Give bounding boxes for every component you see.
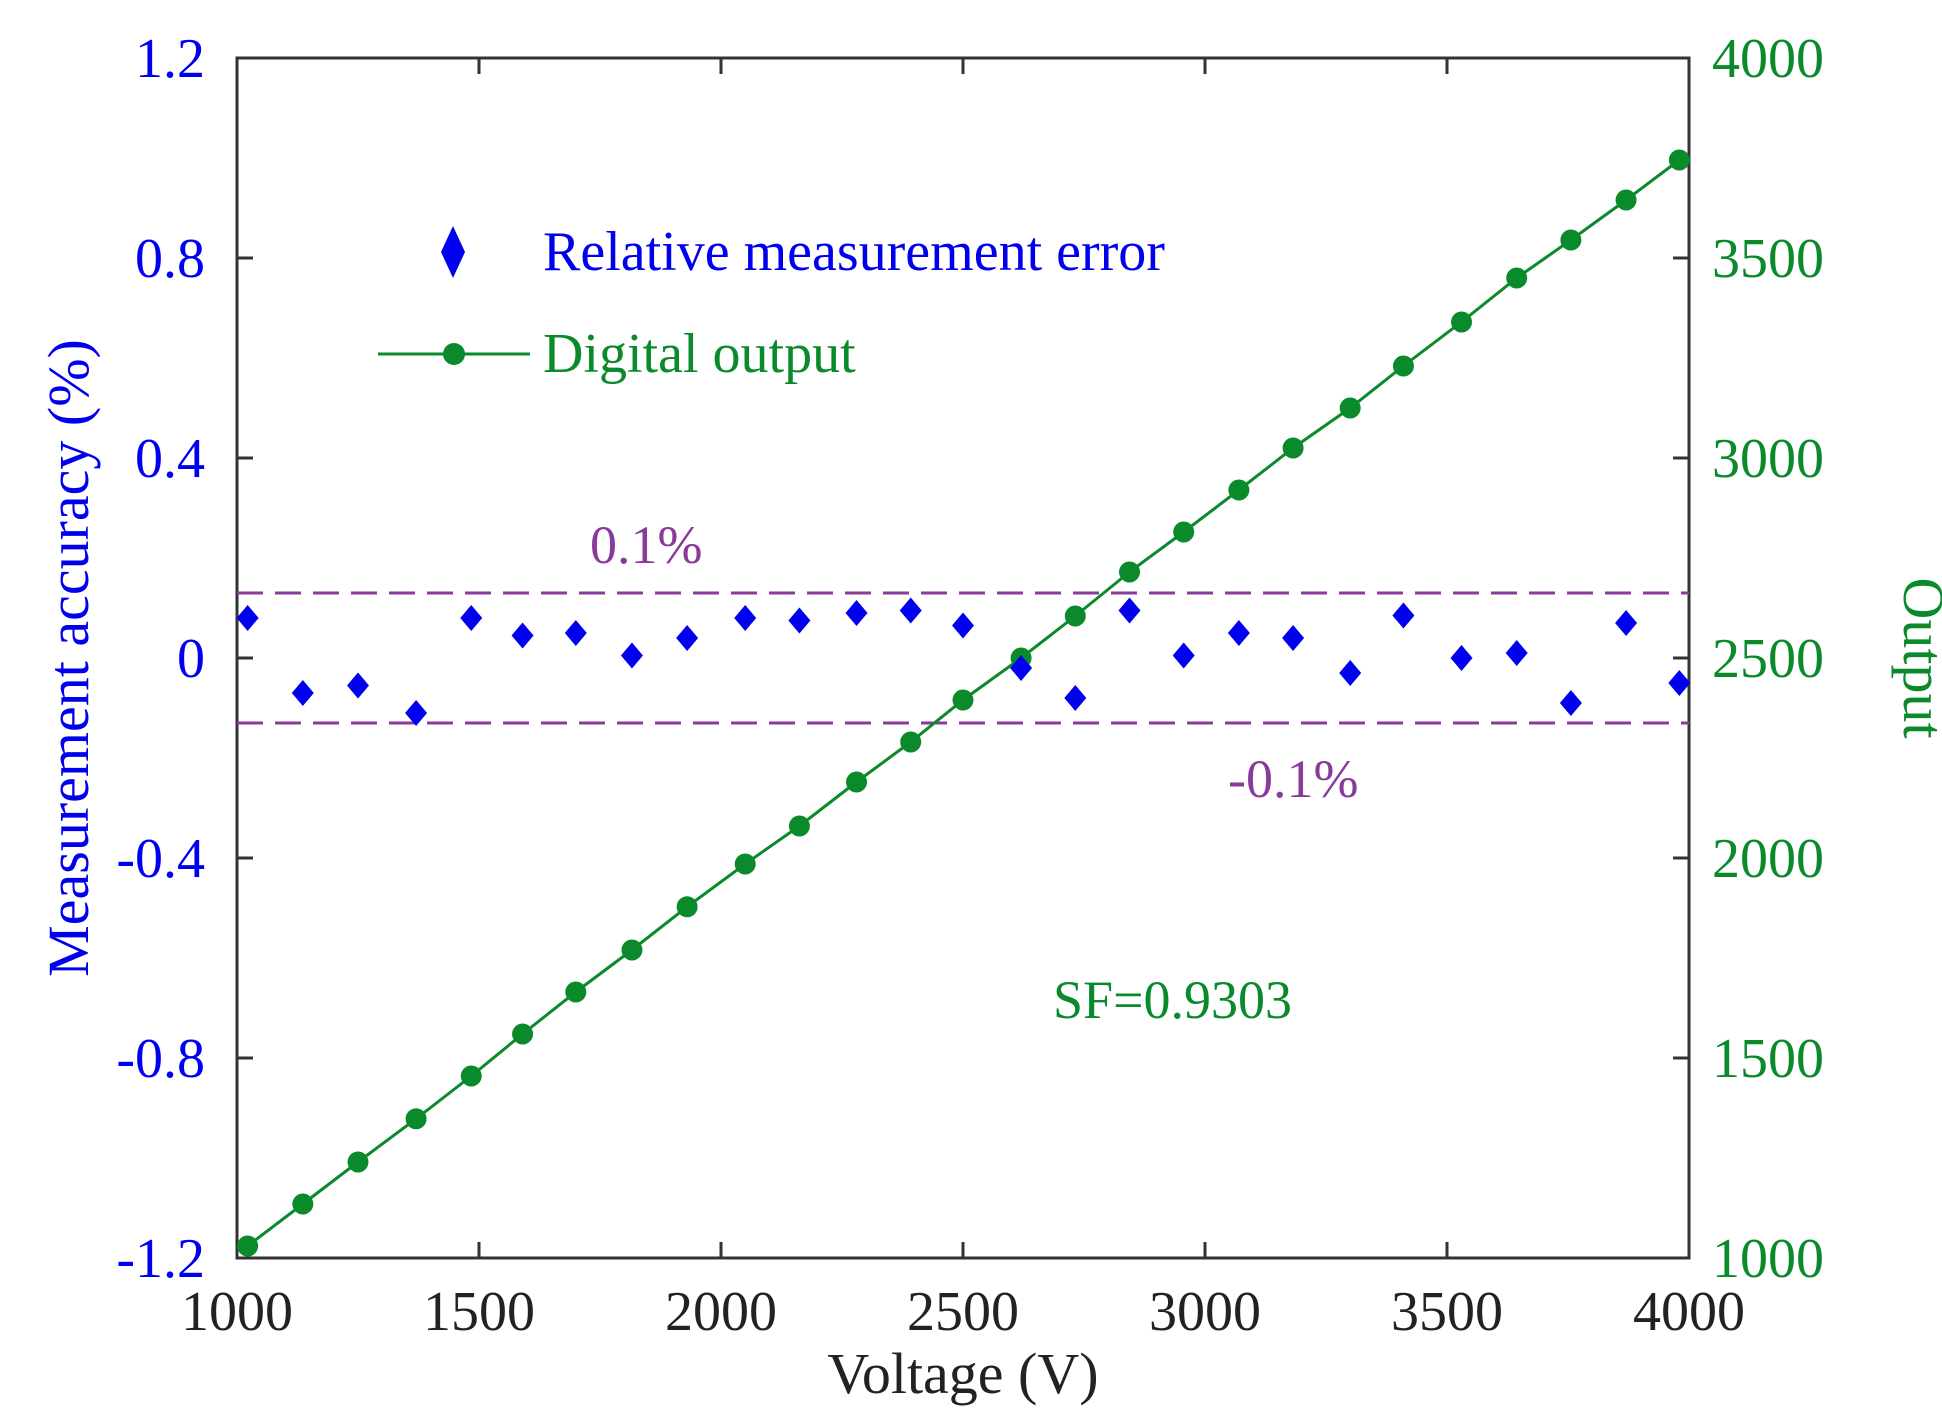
output-point <box>846 771 868 793</box>
error-point <box>899 597 922 624</box>
x-tick-label: 2000 <box>665 1281 777 1343</box>
output-point <box>460 1065 482 1087</box>
error-point <box>1172 642 1195 669</box>
output-point <box>565 981 587 1003</box>
y-left-tick-label: 0 <box>177 628 205 690</box>
y-left-axis-title: Measurement accuracy (%) <box>36 339 101 977</box>
output-point <box>405 1108 427 1130</box>
legend-output-marker <box>443 343 465 365</box>
output-point <box>900 731 922 753</box>
output-point <box>1668 149 1690 171</box>
output-point <box>621 939 643 961</box>
sf-annotation: SF=0.9303 <box>1053 970 1292 1030</box>
error-point <box>511 622 534 649</box>
error-point <box>1339 660 1362 686</box>
output-point <box>1615 189 1637 211</box>
error-point <box>1227 620 1250 646</box>
error-point <box>1615 610 1638 636</box>
x-axis-ticks: 1000 1500 2000 2500 3000 3500 4000 <box>181 58 1745 1343</box>
y-right-tick-label: 3500 <box>1712 228 1824 290</box>
output-point <box>1282 437 1304 459</box>
output-point <box>347 1151 369 1173</box>
error-point <box>1505 640 1528 666</box>
y-right-axis-ticks: 4000 3500 3000 2500 2000 1500 1000 <box>1673 28 1824 1290</box>
legend-error-marker <box>441 226 465 278</box>
x-tick-label: 2500 <box>907 1281 1019 1343</box>
x-tick-label: 3000 <box>1149 1281 1261 1343</box>
y-right-tick-label: 3000 <box>1712 428 1824 490</box>
digital-output-series <box>237 149 1690 1257</box>
x-tick-label: 4000 <box>1633 1281 1745 1343</box>
y-right-tick-label: 4000 <box>1712 28 1824 90</box>
error-point <box>845 600 868 626</box>
error-point <box>1118 597 1141 624</box>
y-left-tick-label: 0.4 <box>135 428 205 490</box>
output-point <box>676 896 698 918</box>
output-point <box>1392 355 1414 377</box>
y-left-axis-ticks: 1.2 0.8 0.4 0 -0.4 -0.8 -1.2 <box>116 28 253 1290</box>
error-point <box>1559 690 1582 716</box>
error-point <box>1064 685 1087 711</box>
legend: Relative measurement error Digital outpu… <box>378 221 1165 385</box>
error-point <box>676 625 699 651</box>
y-left-tick-label: -0.8 <box>116 1028 205 1090</box>
output-point <box>952 689 974 711</box>
y-left-tick-label: -1.2 <box>116 1228 205 1290</box>
output-point <box>512 1023 534 1045</box>
limit-upper-label: 0.1% <box>590 515 702 575</box>
output-point <box>237 1235 259 1257</box>
x-tick-label: 3500 <box>1391 1281 1503 1343</box>
error-point <box>347 672 369 699</box>
reference-lines <box>237 591 1689 725</box>
y-left-tick-label: 0.8 <box>135 228 205 290</box>
y-left-tick-label: -0.4 <box>116 828 205 890</box>
error-point <box>734 605 757 631</box>
output-point <box>1064 605 1086 627</box>
error-point <box>1668 670 1691 696</box>
output-point <box>292 1193 314 1215</box>
output-point <box>1118 561 1140 583</box>
output-point <box>1560 229 1582 251</box>
y-right-axis-title: Output <box>1891 577 1942 738</box>
error-point <box>952 612 974 639</box>
error-point <box>291 680 314 706</box>
y-right-tick-label: 2500 <box>1712 628 1824 690</box>
error-point <box>564 620 587 646</box>
legend-output-label: Digital output <box>543 323 856 385</box>
limit-lower-label: -0.1% <box>1228 749 1358 809</box>
error-point <box>1282 625 1305 651</box>
error-point <box>1450 645 1473 671</box>
error-point <box>620 642 643 669</box>
error-point <box>788 607 811 634</box>
y-right-tick-label: 1000 <box>1712 1228 1824 1290</box>
x-tick-label: 1000 <box>181 1281 293 1343</box>
error-point <box>236 605 259 631</box>
y-left-tick-label: 1.2 <box>135 28 205 90</box>
output-point <box>734 853 756 875</box>
output-point <box>788 815 810 837</box>
output-point <box>1451 311 1473 333</box>
legend-error-label: Relative measurement error <box>543 221 1165 283</box>
x-axis-title: Voltage (V) <box>827 1341 1098 1406</box>
output-point <box>1339 397 1361 419</box>
error-point <box>1010 655 1033 681</box>
x-tick-label: 1500 <box>423 1281 535 1343</box>
error-point <box>1392 602 1415 629</box>
error-point <box>460 605 483 631</box>
output-point <box>1506 267 1528 289</box>
error-point <box>405 700 428 726</box>
y-right-tick-label: 1500 <box>1712 1028 1824 1090</box>
y-right-tick-label: 2000 <box>1712 828 1824 890</box>
output-point <box>1173 521 1195 543</box>
output-point <box>1228 479 1250 501</box>
relative-error-series <box>236 597 1691 726</box>
